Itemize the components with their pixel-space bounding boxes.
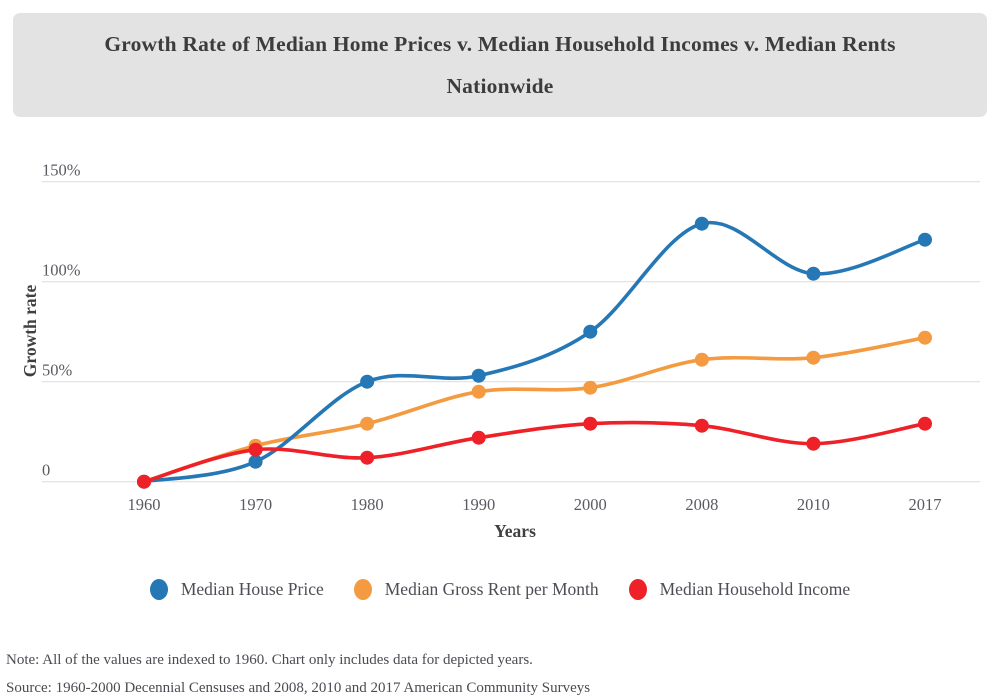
x-tick-label-2017: 2017 xyxy=(908,495,941,514)
line-median-house-price xyxy=(142,220,927,484)
point-median-house-price-1990 xyxy=(471,368,486,383)
x-tick-label-2000: 2000 xyxy=(574,495,607,514)
y-tick-label-150%: 150% xyxy=(42,161,81,180)
legend-label-median-house-price: Median House Price xyxy=(180,578,324,599)
chart-footnotes: Note: All of the values are indexed to 1… xyxy=(6,646,966,700)
point-median-household-income-2000 xyxy=(583,416,598,431)
point-median-household-income-1990 xyxy=(471,430,486,445)
point-median-house-price-2010 xyxy=(806,266,821,281)
line-median-gross-rent-per-month xyxy=(142,335,927,484)
point-median-gross-rent-per-month-1990 xyxy=(471,384,486,399)
chart-title-line-2: Nationwide xyxy=(446,74,554,98)
legend-dot-red-icon xyxy=(628,578,647,600)
legend-dot-blue-icon xyxy=(149,578,168,600)
point-median-household-income-2008 xyxy=(694,418,709,433)
x-tick-label-1980: 1980 xyxy=(351,495,384,514)
line-median-household-income xyxy=(142,420,927,484)
point-median-house-price-2000 xyxy=(583,324,598,339)
point-median-gross-rent-per-month-2010 xyxy=(806,350,821,365)
legend-label-median-household-income: Median Household Income xyxy=(659,578,851,599)
point-median-household-income-1980 xyxy=(360,450,375,465)
point-median-gross-rent-per-month-2017 xyxy=(917,330,932,345)
chart-title-line-1: Growth Rate of Median Home Prices v. Med… xyxy=(104,32,896,56)
point-median-house-price-2017 xyxy=(917,232,932,247)
y-tick-label-50%: 50% xyxy=(42,361,73,380)
legend-item-median-house-price: Median House Price xyxy=(149,578,324,600)
point-median-house-price-1970 xyxy=(248,454,263,469)
y-axis-title: Growth rate xyxy=(20,285,40,378)
source-text: Source: 1960-2000 Decennial Censuses and… xyxy=(6,680,591,696)
point-median-house-price-2008 xyxy=(694,216,709,231)
legend-dot-orange-icon xyxy=(353,578,372,600)
note-text: Note: All of the values are indexed to 1… xyxy=(6,652,533,668)
point-median-gross-rent-per-month-2008 xyxy=(694,352,709,367)
point-median-gross-rent-per-month-2000 xyxy=(583,380,598,395)
chart-title-box: Growth Rate of Median Home Prices v. Med… xyxy=(13,13,987,117)
x-axis-title: Years xyxy=(494,521,536,541)
x-tick-label-1970: 1970 xyxy=(239,495,272,514)
point-median-gross-rent-per-month-1980 xyxy=(360,416,375,431)
legend-label-median-gross-rent: Median Gross Rent per Month xyxy=(384,578,599,599)
point-median-house-price-1980 xyxy=(360,374,375,389)
x-tick-label-2008: 2008 xyxy=(685,495,718,514)
legend-item-median-gross-rent: Median Gross Rent per Month xyxy=(353,578,599,600)
x-tick-label-1960: 1960 xyxy=(128,495,161,514)
x-tick-label-1990: 1990 xyxy=(462,495,495,514)
x-tick-label-2010: 2010 xyxy=(797,495,830,514)
point-median-household-income-2010 xyxy=(806,436,821,451)
chart-legend: Median House Price Median Gross Rent per… xyxy=(0,574,1000,604)
y-tick-label-0: 0 xyxy=(42,461,50,480)
point-median-household-income-2017 xyxy=(917,416,932,431)
point-median-household-income-1960 xyxy=(137,474,151,489)
y-tick-label-100%: 100% xyxy=(42,261,81,280)
legend-item-median-household-income: Median Household Income xyxy=(628,578,851,600)
point-median-household-income-1970 xyxy=(248,442,263,457)
